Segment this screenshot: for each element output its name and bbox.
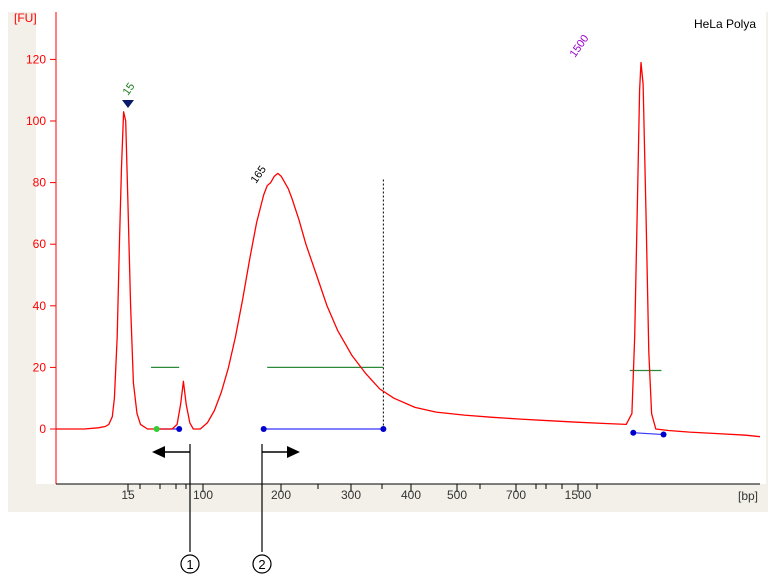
baseline-segment [633,432,664,436]
x-tick-label: 400 [401,488,421,502]
callout-circle [252,554,272,574]
x-tick-label: 700 [506,488,526,502]
y-tick-label: 80 [33,176,47,190]
x-tick-label: 1500 [565,488,592,502]
x-tick-label: 500 [447,488,467,502]
callout-circle [180,554,200,574]
peak-label: 15 [121,81,138,98]
y-tick-label: 60 [33,237,47,251]
baseline-dot [176,426,183,432]
right-arrowhead [287,446,300,458]
y-axis-label: [FU] [14,11,37,25]
callout-number: 1 [186,557,193,572]
trace-line [56,61,761,438]
marker-layer [153,426,667,438]
x-tick-label: 300 [341,488,361,502]
y-tick-label: 120 [26,52,46,66]
plot-area [36,12,766,484]
baseline-dot [660,431,667,438]
x-axis: 15 100 200 300 400 500 700 1500 [56,483,760,502]
y-tick-label: 0 [39,422,46,436]
x-tick-label: 200 [271,488,291,502]
x-tick-label: 100 [193,488,213,502]
chart-title: HeLa Polya [694,17,756,31]
y-tick-label: 40 [33,299,47,313]
baseline-start-dot [153,426,160,432]
baseline-dot [630,429,637,436]
callout-number: 2 [258,557,265,572]
y-tick-label: 100 [26,114,46,128]
left-arrowhead [152,446,165,458]
y-axis: 0 20 40 60 80 100 120 [26,12,57,484]
x-axis-label: [bp] [738,489,758,503]
baseline-dot [380,426,387,432]
baseline-dot [260,426,267,432]
peak-marker-triangle [122,100,134,108]
y-tick-label: 20 [33,360,47,374]
x-tick-label: 15 [121,488,135,502]
series-layer [56,61,761,438]
